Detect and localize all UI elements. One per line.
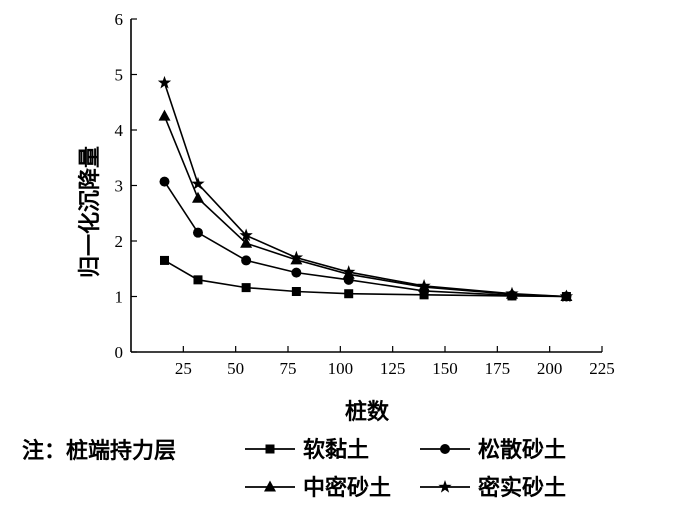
data-point-circle — [192, 227, 203, 238]
x-tick-label: 150 — [432, 359, 458, 378]
data-point-square — [291, 287, 301, 297]
data-point-star — [289, 250, 304, 264]
data-point-star — [239, 228, 253, 242]
data-point-circle — [159, 176, 170, 187]
y-tick-label: 0 — [115, 343, 124, 362]
y-tick-label: 4 — [115, 121, 124, 140]
series-group — [157, 75, 574, 303]
series-star — [157, 75, 574, 303]
y-ticks: 0 1 2 3 4 5 6 — [115, 10, 137, 362]
data-point-star — [157, 75, 172, 89]
series-triangle — [158, 109, 573, 301]
data-point-square — [344, 289, 354, 299]
legend-marker-star — [438, 480, 452, 493]
legend-item-triangle: 中密砂土 — [245, 475, 391, 501]
x-tick-label: 175 — [485, 359, 511, 378]
x-tick-label: 25 — [175, 359, 192, 378]
data-point-triangle — [158, 109, 171, 121]
legend-label: 软黏土 — [303, 437, 369, 463]
data-point-square — [241, 283, 251, 293]
x-tick-label: 200 — [537, 359, 563, 378]
data-point-square — [193, 275, 203, 285]
series-line — [164, 259, 567, 298]
y-tick-label: 1 — [115, 288, 124, 307]
data-point-circle — [241, 255, 252, 266]
data-point-star — [191, 176, 205, 190]
y-tick-label: 5 — [115, 66, 124, 85]
legend-marker-circle — [440, 444, 450, 454]
y-tick-label: 3 — [115, 177, 124, 196]
legend-item-square: 软黏土 — [245, 437, 369, 463]
x-tick-label: 75 — [280, 359, 297, 378]
legend-item-star: 密实砂土 — [420, 475, 566, 501]
x-axis-title: 桩数 — [345, 399, 390, 425]
axes — [130, 19, 602, 353]
series-line — [163, 181, 567, 298]
data-point-triangle — [191, 191, 204, 203]
series-line — [163, 115, 567, 298]
series-circle — [159, 176, 572, 302]
x-tick-label: 50 — [227, 359, 244, 378]
x-tick-label: 100 — [328, 359, 354, 378]
data-point-star — [505, 286, 519, 300]
data-point-star — [417, 278, 431, 292]
data-point-star — [342, 265, 356, 278]
legend-marker-square — [265, 444, 275, 454]
legend-label: 松散砂土 — [478, 437, 566, 463]
x-tick-label: 125 — [380, 359, 406, 378]
legend-item-circle: 松散砂土 — [420, 437, 566, 463]
y-tick-label: 2 — [115, 232, 124, 251]
data-point-square — [159, 255, 169, 265]
x-ticks: 25 50 75 100 125 150 175 200 225 — [175, 346, 615, 378]
data-point-star — [559, 289, 574, 303]
data-point-triangle — [240, 236, 253, 248]
legend-label: 密实砂土 — [478, 475, 566, 501]
legend-label: 中密砂土 — [303, 475, 391, 501]
data-point-circle — [291, 267, 302, 278]
series-line — [163, 82, 567, 298]
legend-marker-triangle — [264, 480, 276, 492]
y-tick-label: 6 — [115, 10, 124, 29]
y-axis-title: 归一化沉降量 — [77, 146, 103, 278]
legend-title: 注：桩端持力层 — [22, 438, 176, 464]
x-tick-label: 225 — [589, 359, 615, 378]
